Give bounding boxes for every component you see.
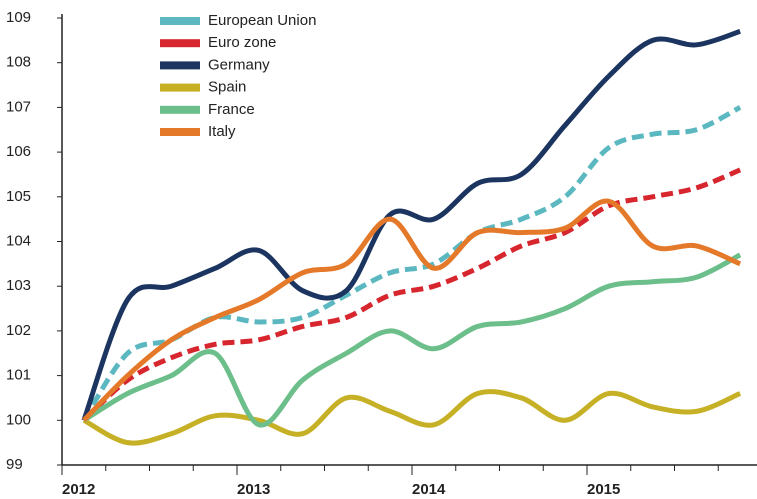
line-series	[82, 167, 742, 423]
legend-swatch	[160, 39, 200, 48]
y-tick-label: 102	[6, 322, 31, 339]
y-tick-label: 106	[6, 143, 31, 160]
y-tick-label: 101	[6, 367, 31, 384]
y-tick-label: 99	[6, 456, 23, 473]
legend-label: European Union	[208, 12, 316, 29]
legend-swatch	[160, 17, 200, 25]
line-series	[82, 198, 742, 423]
legend-swatch	[160, 83, 200, 92]
legend-label: Euro zone	[208, 34, 276, 51]
legend-label: Italy	[208, 123, 236, 140]
line-series	[82, 389, 742, 446]
x-tick-label: 2015	[587, 481, 620, 498]
legend-swatch	[160, 128, 200, 136]
legend-swatch	[160, 105, 200, 114]
y-tick-label: 108	[6, 54, 31, 71]
legend-label: Spain	[208, 79, 246, 96]
y-tick-label: 107	[6, 98, 31, 115]
line-series	[81, 105, 742, 422]
legend-label: Germany	[208, 56, 270, 73]
legend-label: France	[208, 101, 255, 118]
y-tick-label: 103	[6, 277, 31, 294]
line-series	[82, 252, 742, 428]
line-series	[81, 29, 741, 422]
x-tick-label: 2012	[62, 481, 95, 498]
legend-swatch	[160, 61, 200, 70]
y-tick-label: 100	[6, 411, 31, 428]
y-tick-label: 109	[6, 9, 31, 26]
y-tick-label: 104	[6, 232, 31, 249]
x-tick-label: 2013	[237, 481, 270, 498]
y-tick-label: 105	[6, 188, 31, 205]
x-tick-label: 2014	[412, 481, 446, 498]
